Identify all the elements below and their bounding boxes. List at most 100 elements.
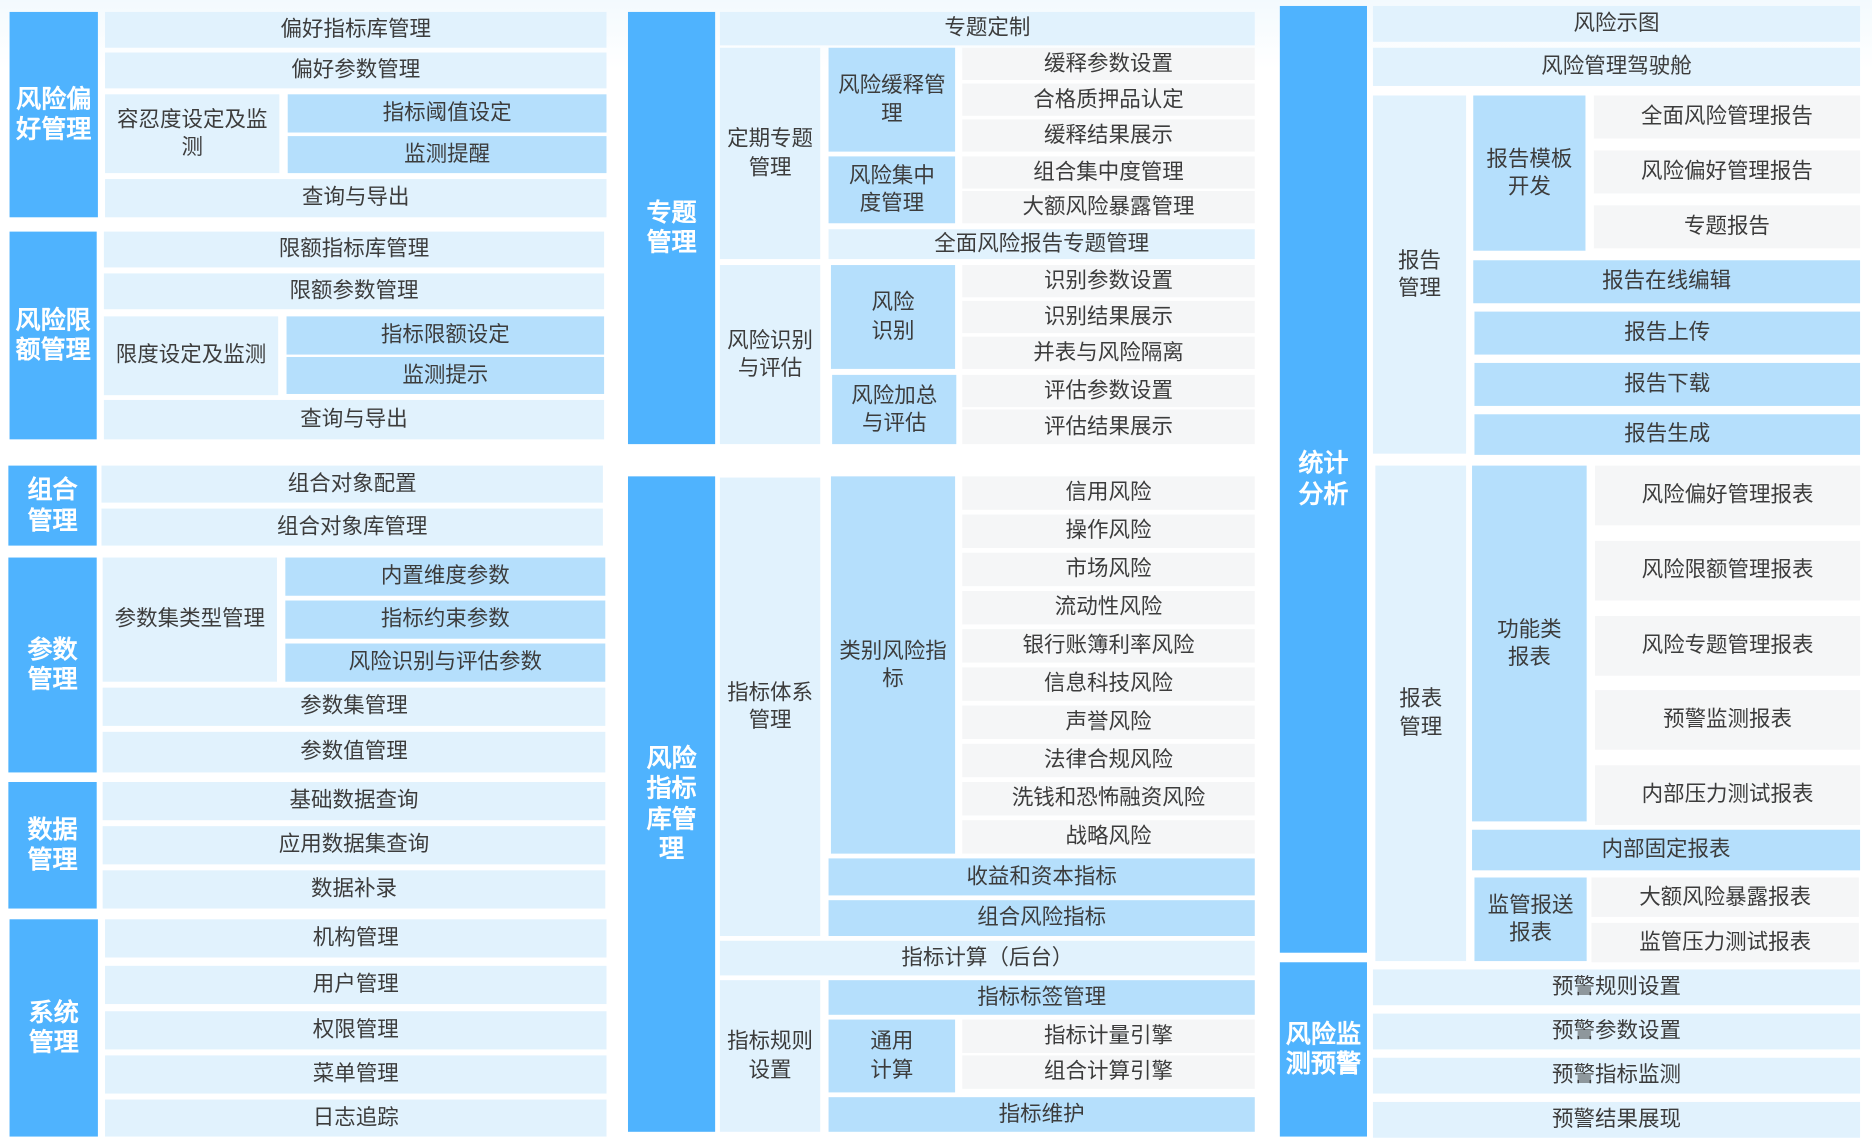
- module-category: 日志追踪: [105, 1099, 607, 1137]
- module-category: 报表 管理: [1375, 465, 1467, 962]
- module-function: 大额风险暴露管理: [962, 191, 1255, 224]
- module-category: 查询与导出: [105, 179, 607, 218]
- module-category: 监管报送 报表: [1474, 877, 1587, 962]
- module-category: 指标限额设定: [286, 316, 605, 355]
- module-group: 统计 分析: [1279, 5, 1367, 953]
- module-category: 组合对象库管理: [101, 508, 603, 546]
- module-function: 组合集中度管理: [962, 156, 1255, 189]
- module-function: 评估参数设置: [962, 374, 1255, 408]
- module-function: 专题报告: [1593, 205, 1861, 249]
- module-category: 风险示图: [1372, 5, 1861, 42]
- module-category: 通用 计算: [828, 1019, 956, 1093]
- module-category: 参数值管理: [102, 731, 606, 773]
- module-category: 预警指标监测: [1372, 1057, 1861, 1094]
- module-function: 信用风险: [962, 476, 1255, 510]
- module-function: 缓释参数设置: [962, 47, 1255, 80]
- module-category: 类别风险指 标: [830, 476, 956, 854]
- module-function: 银行账簿利率风险: [962, 629, 1255, 663]
- module-function: 大额风险暴露报表: [1591, 877, 1859, 917]
- module-category: 参数集类型管理: [102, 557, 277, 682]
- module-function: 评估结果展示: [962, 409, 1255, 445]
- module-function: 流动性风险: [962, 590, 1255, 625]
- module-category: 预警结果展现: [1372, 1101, 1861, 1138]
- module-function: 组合计算引擎: [962, 1055, 1255, 1089]
- module-category: 收益和资本指标: [828, 858, 1255, 896]
- module-function: 操作风险: [962, 514, 1255, 548]
- module-group: 系统 管理: [9, 919, 98, 1137]
- module-category: 限额参数管理: [103, 273, 605, 310]
- module-category: 偏好指标库管理: [105, 11, 607, 48]
- module-category: 监测提醒: [287, 136, 607, 174]
- module-category: 功能类 报表: [1472, 465, 1587, 822]
- module-category: 指标标签管理: [828, 980, 1255, 1015]
- module-function: 声誉风险: [962, 705, 1255, 740]
- module-function: 风险偏好管理报告: [1593, 150, 1861, 194]
- module-group: 数据 管理: [8, 781, 97, 909]
- module-category: 风险加总 与评估: [832, 374, 957, 445]
- module-function: 信息科技风险: [962, 667, 1255, 701]
- module-function: 市场风险: [962, 552, 1255, 587]
- module-category: 全面风险报告专题管理: [828, 229, 1255, 260]
- module-category: 参数集管理: [102, 687, 606, 726]
- module-category: 指标计算（后台）: [719, 940, 1255, 976]
- module-function: 法律合规风险: [962, 743, 1255, 778]
- module-group: 专题 管理: [627, 11, 716, 445]
- module-category: 指标规则 设置: [719, 980, 821, 1132]
- module-category: 报告上传: [1474, 311, 1861, 355]
- module-category: 基础数据查询: [102, 781, 606, 821]
- module-category: 报告模板 开发: [1473, 95, 1586, 251]
- module-category: 指标维护: [828, 1097, 1255, 1132]
- module-category: 查询与导出: [103, 399, 605, 440]
- module-function: 并表与风险隔离: [962, 336, 1255, 369]
- module-category: 报告生成: [1474, 414, 1861, 455]
- module-function: 指标计量引擎: [962, 1019, 1255, 1054]
- module-category: 用户管理: [105, 965, 607, 1005]
- module-category: 容忍度设定及监 测: [105, 94, 280, 174]
- module-category: 风险识别 与评估: [719, 265, 821, 445]
- module-function: 战略风险: [962, 820, 1255, 854]
- module-category: 菜单管理: [105, 1055, 607, 1094]
- module-category: 报告在线编辑: [1473, 260, 1861, 304]
- module-category: 数据补录: [102, 870, 606, 909]
- module-category: 报告下载: [1474, 362, 1861, 406]
- module-function: 识别结果展示: [962, 300, 1255, 334]
- module-category: 限额指标库管理: [103, 231, 605, 268]
- module-group: 风险偏 好管理: [9, 11, 98, 218]
- module-category: 内置维度参数: [285, 557, 606, 596]
- module-category: 专题定制: [719, 11, 1255, 46]
- module-category: 风险缓释管 理: [828, 47, 956, 152]
- module-group: 风险 指标 库管 理: [627, 476, 716, 1132]
- module-category: 指标体系 管理: [719, 477, 821, 937]
- module-category: 风险识别与评估参数: [285, 643, 606, 682]
- module-category: 报告 管理: [1372, 95, 1467, 454]
- module-category: 监测提示: [286, 356, 605, 394]
- module-category: 偏好参数管理: [105, 52, 607, 89]
- module-function: 风险限额管理报表: [1595, 540, 1861, 601]
- module-function: 合格质押品认定: [962, 83, 1255, 116]
- module-category: 指标约束参数: [285, 600, 606, 639]
- module-function: 监管压力测试报表: [1591, 922, 1859, 963]
- module-category: 机构管理: [105, 919, 607, 958]
- module-function: 风险偏好管理报表: [1595, 465, 1861, 526]
- module-category: 风险集中 度管理: [828, 156, 956, 224]
- module-category: 指标阈值设定: [287, 94, 607, 133]
- module-function: 内部压力测试报表: [1595, 765, 1861, 825]
- module-category: 预警规则设置: [1372, 969, 1861, 1006]
- module-function: 预警监测报表: [1595, 690, 1861, 750]
- module-category: 预警参数设置: [1372, 1013, 1861, 1050]
- module-category: 风险 识别: [830, 265, 956, 369]
- module-category: 权限管理: [105, 1011, 607, 1050]
- module-function: 识别参数设置: [962, 265, 1255, 298]
- module-group: 组合 管理: [8, 465, 97, 546]
- module-category: 组合对象配置: [101, 465, 603, 503]
- module-category: 内部固定报表: [1472, 829, 1861, 871]
- module-function: 洗钱和恐怖融资风险: [962, 781, 1255, 816]
- module-category: 组合风险指标: [828, 900, 1255, 937]
- module-category: 应用数据集查询: [102, 826, 606, 865]
- module-group: 风险限 额管理: [9, 231, 97, 440]
- module-function: 缓释结果展示: [962, 119, 1255, 152]
- module-category: 定期专题 管理: [719, 47, 821, 260]
- module-function: 全面风险管理报告: [1593, 95, 1861, 139]
- module-category: 风险管理驾驶舱: [1372, 47, 1861, 86]
